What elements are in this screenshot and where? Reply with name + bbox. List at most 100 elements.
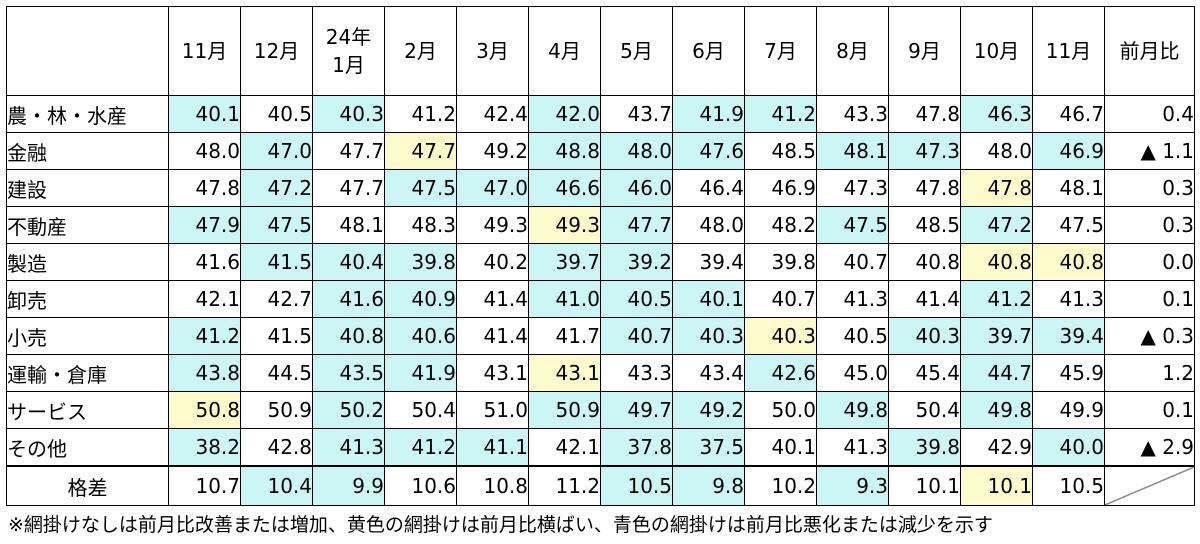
industry-label: 不動産	[6, 206, 169, 244]
value-cell: 41.0	[528, 280, 601, 318]
gap-label: 格差	[6, 465, 169, 506]
diagonal-line	[1105, 467, 1194, 505]
month-header: 2月	[384, 6, 457, 96]
value-cell: 41.1	[456, 428, 529, 467]
value-cell: 40.3	[888, 317, 961, 355]
value-cell: 48.1	[1032, 169, 1105, 207]
value-cell: 40.9	[384, 280, 457, 318]
industry-label: 建設	[6, 169, 169, 207]
value-cell: 46.6	[528, 169, 601, 207]
value-cell: 47.7	[312, 169, 385, 207]
change-cell: ▲ 0.3	[1104, 317, 1195, 355]
value-cell: 46.3	[960, 95, 1033, 133]
value-cell: 46.0	[600, 169, 673, 207]
value-cell: 47.0	[240, 132, 313, 170]
value-cell: 49.3	[456, 206, 529, 244]
value-cell: 41.4	[456, 280, 529, 318]
industry-label: 卸売	[6, 280, 169, 318]
value-cell: 48.8	[528, 132, 601, 170]
change-cell: 0.3	[1104, 206, 1195, 244]
value-cell: 42.1	[168, 280, 241, 318]
gap-value-cell: 10.1	[960, 465, 1033, 506]
value-cell: 41.9	[672, 95, 745, 133]
value-cell: 47.0	[456, 169, 529, 207]
change-cell: 0.3	[1104, 169, 1195, 207]
value-cell: 50.9	[528, 391, 601, 429]
change-cell: 0.1	[1104, 391, 1195, 429]
value-cell: 37.5	[672, 428, 745, 467]
value-cell: 39.7	[528, 243, 601, 281]
value-cell: 41.2	[384, 428, 457, 467]
table-row: その他 38.2 42.8 41.3 41.2 41.1 42.1 37.8 37.5 40.1 4…	[6, 428, 1195, 467]
value-cell: 48.1	[816, 132, 889, 170]
month-header: 24年 1月	[312, 6, 385, 96]
change-cell: 0.4	[1104, 95, 1195, 133]
value-cell: 50.4	[384, 391, 457, 429]
industry-score-table: 11月 12月 24年 1月 2月 3月 4月 5月 6月 7月 8月 9月 1…	[6, 6, 1195, 506]
value-cell: 41.2	[168, 317, 241, 355]
value-cell: 48.0	[960, 132, 1033, 170]
value-cell: 47.5	[816, 206, 889, 244]
value-cell: 40.5	[600, 280, 673, 318]
value-cell: 40.1	[744, 428, 817, 467]
value-cell: 41.6	[312, 280, 385, 318]
value-cell: 42.8	[240, 428, 313, 467]
value-cell: 47.3	[816, 169, 889, 207]
value-cell: 50.2	[312, 391, 385, 429]
month-header: 6月	[672, 6, 745, 96]
value-cell: 40.3	[312, 95, 385, 133]
value-cell: 50.8	[168, 391, 241, 429]
value-cell: 44.5	[240, 354, 313, 392]
table-row: 製造 41.6 41.5 40.4 39.8 40.2 39.7 39.2 39.4 39.8 40…	[6, 243, 1195, 281]
corner-cell	[6, 6, 169, 96]
value-cell: 50.4	[888, 391, 961, 429]
value-cell: 40.4	[312, 243, 385, 281]
change-cell: 0.0	[1104, 243, 1195, 281]
value-cell: 46.4	[672, 169, 745, 207]
value-cell: 43.1	[456, 354, 529, 392]
industry-label: 運輸・倉庫	[6, 354, 169, 392]
value-cell: 40.5	[816, 317, 889, 355]
value-cell: 43.3	[816, 95, 889, 133]
value-cell: 40.8	[312, 317, 385, 355]
value-cell: 40.8	[960, 243, 1033, 281]
gap-value-cell: 10.4	[240, 465, 313, 506]
value-cell: 48.0	[168, 132, 241, 170]
table-row: 不動産 47.9 47.5 48.1 48.3 49.3 49.3 47.7 48.0 48.2 4…	[6, 206, 1195, 244]
value-cell: 46.9	[1032, 132, 1105, 170]
month-header: 4月	[528, 6, 601, 96]
value-cell: 41.3	[312, 428, 385, 467]
value-cell: 48.0	[600, 132, 673, 170]
value-cell: 49.9	[1032, 391, 1105, 429]
month-header: 10月	[960, 6, 1033, 96]
value-cell: 49.2	[672, 391, 745, 429]
value-cell: 40.8	[888, 243, 961, 281]
value-cell: 39.8	[744, 243, 817, 281]
value-cell: 40.6	[384, 317, 457, 355]
industry-label: 農・林・水産	[6, 95, 169, 133]
value-cell: 43.1	[528, 354, 601, 392]
value-cell: 42.4	[456, 95, 529, 133]
value-cell: 48.3	[384, 206, 457, 244]
value-cell: 49.8	[816, 391, 889, 429]
month-header: 9月	[888, 6, 961, 96]
value-cell: 37.8	[600, 428, 673, 467]
value-cell: 41.3	[816, 280, 889, 318]
value-cell: 49.2	[456, 132, 529, 170]
change-cell: ▲ 1.1	[1104, 132, 1195, 170]
value-cell: 43.8	[168, 354, 241, 392]
value-cell: 40.1	[168, 95, 241, 133]
value-cell: 42.1	[528, 428, 601, 467]
value-cell: 47.3	[888, 132, 961, 170]
value-cell: 45.4	[888, 354, 961, 392]
table-row: 金融 48.0 47.0 47.7 47.7 49.2 48.8 48.0 47.6 48.5 48…	[6, 132, 1195, 170]
value-cell: 41.6	[168, 243, 241, 281]
value-cell: 46.7	[1032, 95, 1105, 133]
value-cell: 39.4	[672, 243, 745, 281]
value-cell: 47.2	[960, 206, 1033, 244]
month-header: 7月	[744, 6, 817, 96]
value-cell: 40.3	[744, 317, 817, 355]
value-cell: 48.5	[744, 132, 817, 170]
gap-value-cell: 10.5	[1032, 465, 1105, 506]
gap-value-cell: 9.8	[672, 465, 745, 506]
